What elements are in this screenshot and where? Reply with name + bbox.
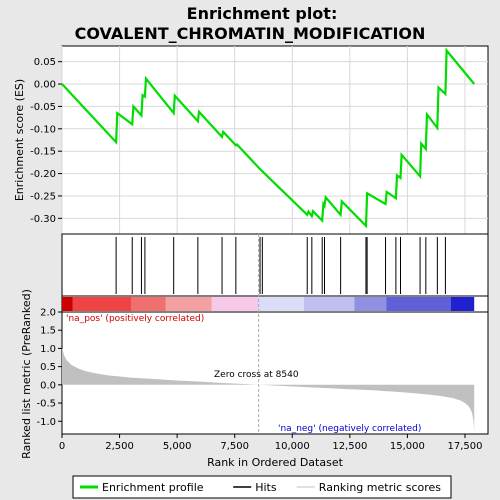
x-tick-label: 17,500: [447, 441, 482, 452]
es-y-tick-label: -0.25: [30, 191, 56, 202]
chart-title-line-2: COVALENT_CHROMATIN_MODIFICATION: [75, 24, 426, 43]
hit-markers: [115, 237, 446, 294]
metric-y-axis-label: Ranked list metric (PreRanked): [20, 289, 33, 459]
metric-panel-frame: [61, 311, 489, 435]
es-panel-frame: [61, 45, 489, 235]
x-tick-label: 7,500: [220, 441, 249, 452]
x-tick-label: 15,000: [390, 441, 425, 452]
es-y-tick-label: -0.20: [30, 169, 56, 180]
ranking-metric-area: [62, 348, 475, 433]
metric-y-tick-label: 2.0: [40, 308, 56, 319]
enrichment-profile-line: [61, 47, 476, 229]
metric-y-tick-label: -0.5: [36, 399, 56, 410]
x-tick-label: 5,000: [163, 441, 192, 452]
metric-y-tick-label: 0.5: [40, 362, 56, 373]
x-axis-label: Rank in Ordered Dataset: [207, 456, 344, 469]
es-y-tick-label: -0.05: [30, 102, 56, 113]
zero-cross-label: Zero cross at 8540: [214, 370, 299, 380]
neg-correlated-label: 'na_neg' (negatively correlated): [278, 424, 421, 434]
metric-y-axis: 2.0 1.5 1.0 0.5 0.0 -0.5 -1.0: [36, 308, 62, 428]
x-tick-label: 2,500: [105, 441, 134, 452]
legend-box: [72, 475, 452, 499]
x-tick-label: 10,000: [275, 441, 310, 452]
metric-y-tick-label: 1.0: [40, 344, 56, 355]
legend-label: Enrichment profile: [102, 481, 204, 494]
es-y-axis: 0.05 0.00 -0.05 -0.10 -0.15 -0.20 -0.25 -0.30: [30, 57, 62, 225]
legend-label: Ranking metric scores: [319, 481, 441, 494]
metric-y-tick-label: 0.0: [40, 380, 56, 391]
es-y-tick-label: -0.15: [30, 147, 56, 158]
metric-y-tick-label: 1.5: [40, 326, 56, 337]
ranking-color-band: [62, 297, 475, 311]
x-axis: 0 2,500 5,000 7,500 10,000 12,500 15,000 17,500: [59, 434, 482, 452]
metric-y-tick-label: -1.0: [36, 417, 56, 428]
x-tick-label: 0: [59, 441, 65, 452]
es-y-tick-label: -0.10: [30, 124, 56, 135]
es-y-tick-label: -0.30: [30, 214, 56, 225]
es-y-tick-label: 0.00: [34, 80, 56, 91]
es-y-axis-label: Enrichment score (ES): [13, 79, 26, 201]
x-tick-label: 12,500: [332, 441, 367, 452]
chart-title-line-1: Enrichment plot:: [187, 4, 338, 23]
pos-correlated-label: 'na_pos' (positively correlated): [66, 314, 204, 324]
legend-label: Hits: [255, 481, 277, 494]
hits-panel-frame: [61, 233, 489, 297]
legend: Enrichment profile Hits Ranking metric sco…: [80, 481, 441, 494]
es-y-tick-label: 0.05: [34, 57, 56, 68]
